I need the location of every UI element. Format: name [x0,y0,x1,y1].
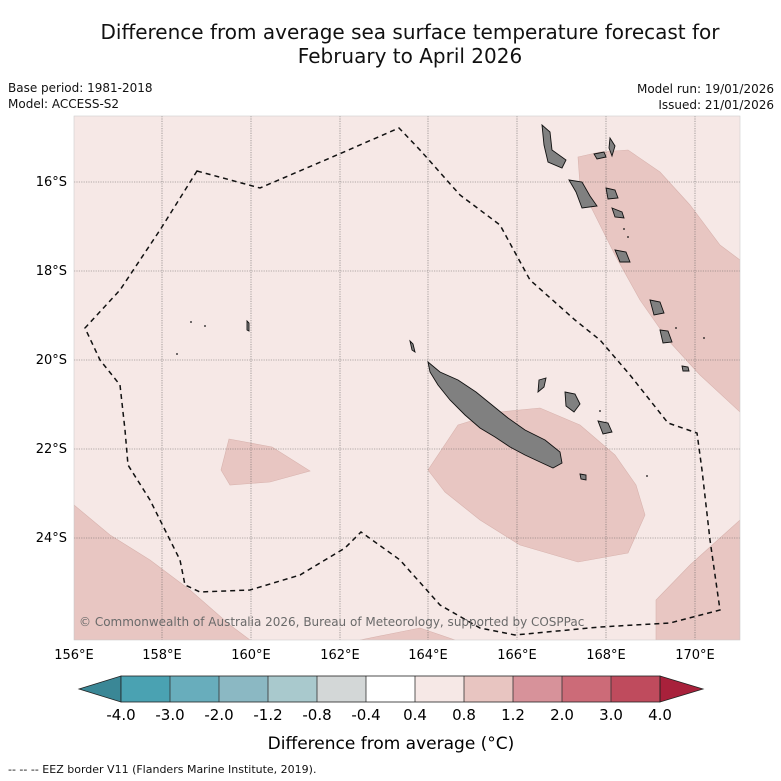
map-frame [73,115,741,641]
colorbar-tick-label: 1.2 [501,706,525,724]
loyalty-islands-mare [597,420,613,435]
belep-islands [409,339,416,354]
vanuatu-ambae [593,151,607,160]
colorbar-bin [268,676,317,702]
latitude-axis: 16°S 18°S 20°S 22°S 24°S [36,175,67,546]
colorbar-tick-label: 2.0 [550,706,574,724]
vanuatu-aneityum [681,365,690,372]
chesterfield-islet [246,319,250,332]
anomaly-contours: © Commonwealth of Australia 2026, Bureau… [74,116,740,640]
colorbar-title: Difference from average (°C) [268,734,515,754]
warm-anomaly-region-south [359,627,456,640]
vanuatu-maewo [608,136,616,158]
colorbar-tick-label: -3.0 [155,706,184,724]
eez-border [84,127,721,636]
lon-tick-label: 160°E [231,648,271,663]
map-title-line2: February to April 2026 [297,44,523,68]
vanuatu-epi [611,207,625,219]
colorbar-tick-label: -1.2 [253,706,282,724]
vanuatu-espiritu-santo [541,123,567,169]
warm-anomaly-region-west [220,438,311,486]
colorbar-tick-label: -4.0 [106,706,135,724]
colorbar-bin [121,676,170,702]
colorbar-high-extend [659,675,705,703]
colorbar-low-extend [77,675,122,703]
lon-tick-label: 158°E [142,648,182,663]
colorbar-tick-label: 4.0 [648,706,672,724]
model-run: Model run: 19/01/2026 [636,82,774,96]
loyalty-islands-ouvea [537,377,547,394]
longitude-axis: 156°E 158°E 160°E 162°E 164°E 166°E 168°… [54,648,715,663]
lat-tick-label: 22°S [36,442,67,457]
lon-tick-label: 170°E [675,648,715,663]
small-islets [176,228,705,477]
colorbar-tick-label: -2.0 [204,706,233,724]
map-title-line1: Difference from average sea surface temp… [100,20,720,44]
issued-date: Issued: 21/01/2026 [658,98,774,112]
land-masses [246,123,690,481]
new-caledonia-grande-terre [427,360,563,469]
lon-tick-label: 166°E [497,648,537,663]
vanuatu-erromango [649,299,665,316]
lon-tick-label: 168°E [586,648,626,663]
model-name: Model: ACCESS-S2 [8,97,120,111]
loyalty-islands-lifou [564,391,581,413]
colorbar: -4.0 -3.0 -2.0 -1.2 -0.8 -0.4 0.4 0.8 1.… [77,675,705,754]
lon-tick-label: 162°E [320,648,360,663]
graticule [74,116,740,640]
colorbar-bin [611,676,660,702]
vanuatu-efate [614,249,631,263]
lon-tick-label: 156°E [54,648,94,663]
colorbar-tick-label: 3.0 [599,706,623,724]
colorbar-tick-label: -0.8 [302,706,331,724]
colorbar-bin [464,676,513,702]
lat-tick-label: 16°S [36,175,67,190]
vanuatu-tanna [659,329,673,344]
vanuatu-malakula [568,179,598,209]
colorbar-tick-label: 0.8 [452,706,476,724]
colorbar-bin [170,676,219,702]
colorbar-tick-label: -0.4 [351,706,380,724]
colorbar-bin [317,676,366,702]
colorbar-bin [366,676,415,702]
isle-of-pines [579,473,587,481]
copyright-notice: © Commonwealth of Australia 2026, Bureau… [79,615,584,629]
colorbar-tick-label: 0.4 [403,706,427,724]
warm-anomaly-region-central [427,407,646,563]
colorbar-bin [415,676,464,702]
colorbar-bin [513,676,562,702]
lat-tick-label: 18°S [36,264,67,279]
lat-tick-label: 24°S [36,531,67,546]
colorbar-bin [219,676,268,702]
vanuatu-pentecost [605,187,619,200]
lat-tick-label: 20°S [36,353,67,368]
lon-tick-label: 164°E [408,648,448,663]
base-period: Base period: 1981-2018 [8,81,153,95]
eez-legend-note: -- -- -- EEZ border V11 (Flanders Marine… [8,763,317,776]
colorbar-bin [562,676,611,702]
